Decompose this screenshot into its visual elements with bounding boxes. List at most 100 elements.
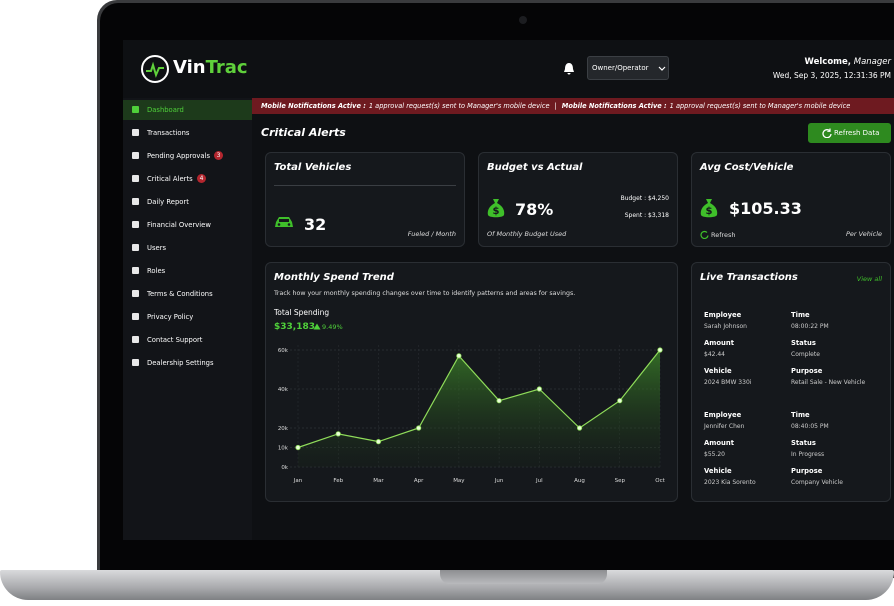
nav-icon: [132, 106, 139, 113]
nav-item[interactable]: Users: [123, 238, 252, 258]
notification-message: 1 approval request(s) sent to Manager's …: [669, 102, 851, 110]
nav-label: Users: [147, 244, 167, 252]
field-value: In Progress: [791, 451, 825, 458]
nav-item[interactable]: Dealership Settings: [123, 353, 252, 373]
nav-label: Critical Alerts: [147, 175, 193, 183]
datetime: Wed, Sep 3, 2025, 12:31:36 PM: [772, 71, 891, 80]
kpi-value: 78%: [515, 200, 554, 219]
notification-label: Mobile Notifications Active :: [561, 102, 667, 110]
y-tick-label: 60k: [278, 348, 289, 354]
field-label: Purpose: [791, 367, 823, 375]
svg-text:$: $: [706, 206, 713, 217]
field-label: Status: [791, 339, 816, 347]
nav-label: Financial Overview: [147, 221, 211, 229]
camera: [519, 16, 527, 24]
nav-icon: [132, 359, 139, 366]
car-icon: [275, 217, 293, 227]
field-label: Amount: [704, 339, 734, 347]
nav-item[interactable]: Transactions: [123, 123, 252, 143]
avg-cost-card: Avg Cost/Vehicle $ $105.33 Refresh Per V…: [691, 152, 891, 247]
notification-label: Mobile Notifications Active :: [261, 102, 366, 110]
nav-label: Transactions: [147, 129, 190, 137]
total-value: $33,183: [274, 322, 315, 332]
nav-item[interactable]: Financial Overview: [123, 215, 252, 235]
kpi-note: Fueled / Month: [407, 230, 456, 238]
field-value: Company Vehicle: [791, 479, 843, 486]
view-all-link[interactable]: View all: [856, 275, 882, 283]
field-value: 2023 Kia Sorento: [704, 479, 756, 486]
nav-label: Contact Support: [147, 336, 203, 344]
nav-item[interactable]: Contact Support: [123, 330, 252, 350]
point: [657, 347, 663, 353]
bell-icon[interactable]: [563, 62, 575, 75]
x-tick-label: Jun: [494, 478, 504, 484]
x-tick-label: Jan: [293, 478, 303, 484]
nav-item[interactable]: Privacy Policy: [123, 307, 252, 327]
nav-icon: [132, 152, 139, 159]
refresh-button-text: Refresh Data: [834, 129, 880, 137]
card-title: Monthly Spend Trend: [274, 272, 394, 283]
budget-card: Budget vs Actual Budget : $4,250 Spent :…: [478, 152, 678, 247]
x-tick-label: May: [453, 478, 465, 484]
brand: VinTrac: [173, 57, 248, 78]
role-select-text: Owner/Operator: [592, 64, 649, 72]
x-tick-label: Apr: [414, 478, 424, 484]
nav-icon: [132, 244, 139, 251]
separator: |: [554, 102, 557, 110]
nav-label: Terms & Conditions: [147, 290, 213, 298]
nav-item[interactable]: Pending Approvals 3: [123, 146, 252, 166]
notification-bar: Mobile Notifications Active :1 approval …: [252, 98, 894, 114]
refresh-icon: [822, 128, 832, 138]
role-select[interactable]: Owner/Operator: [587, 56, 669, 80]
nav-label: Pending Approvals: [147, 152, 211, 160]
field-label: Purpose: [791, 467, 823, 475]
point: [536, 386, 542, 392]
kpi-note: Of Monthly Budget Used: [487, 230, 567, 238]
y-tick-label: 10k: [278, 446, 289, 452]
brand-second: Trac: [205, 57, 248, 78]
kpi-note: Per Vehicle: [845, 230, 882, 238]
nav-label: Daily Report: [147, 198, 189, 206]
point: [496, 398, 502, 404]
refresh-button[interactable]: Refresh Data: [808, 123, 891, 143]
point: [576, 425, 583, 431]
field-label: Vehicle: [704, 367, 732, 375]
refresh-icon[interactable]: [700, 230, 709, 239]
x-tick-label: Feb: [333, 478, 343, 484]
nav-item[interactable]: Dashboard: [123, 100, 252, 120]
area: [298, 350, 660, 467]
nav-icon: [132, 336, 139, 343]
line: [297, 349, 661, 449]
field-label: Vehicle: [704, 467, 732, 475]
nav-item[interactable]: Roles: [123, 261, 252, 281]
spend-trend-card: Monthly Spend Trend Track how your month…: [265, 262, 678, 502]
money-bag-icon: $: [700, 199, 718, 218]
nav-icon: [132, 175, 139, 182]
y-tick-label: 20k: [278, 426, 289, 432]
nav-label: Dashboard: [147, 106, 184, 114]
x-tick-label: Jul: [535, 478, 543, 484]
nav-label: Dealership Settings: [147, 359, 214, 367]
nav-item[interactable]: Daily Report: [123, 192, 252, 212]
total-label: Total Spending: [274, 308, 330, 317]
total-vehicles-card: Total Vehicles 32 Fueled / Month: [265, 152, 465, 247]
laptop-notch: [440, 570, 607, 584]
field-value: Jennifer Chen: [704, 423, 745, 430]
point: [375, 439, 382, 445]
welcome-text: Welcome,: [804, 57, 852, 67]
field-value: $55.20: [704, 451, 725, 458]
field-value: Retail Sale - New Vehicle: [791, 379, 866, 386]
refresh-link[interactable]: Refresh: [711, 231, 736, 239]
nav-icon: [132, 267, 139, 274]
field-value: Sarah Johnson: [704, 323, 747, 330]
point: [456, 353, 462, 359]
field-value: 08:40:05 PM: [791, 423, 829, 430]
chevron: [658, 66, 666, 71]
field-value: 2024 BMW 330i: [704, 379, 752, 386]
nav-item[interactable]: Critical Alerts 4: [123, 169, 252, 189]
point: [617, 398, 623, 404]
x-tick-label: Aug: [574, 478, 585, 484]
nav-item[interactable]: Terms & Conditions: [123, 284, 252, 304]
field-label: Employee: [704, 411, 742, 419]
logo-icon: [141, 55, 169, 83]
